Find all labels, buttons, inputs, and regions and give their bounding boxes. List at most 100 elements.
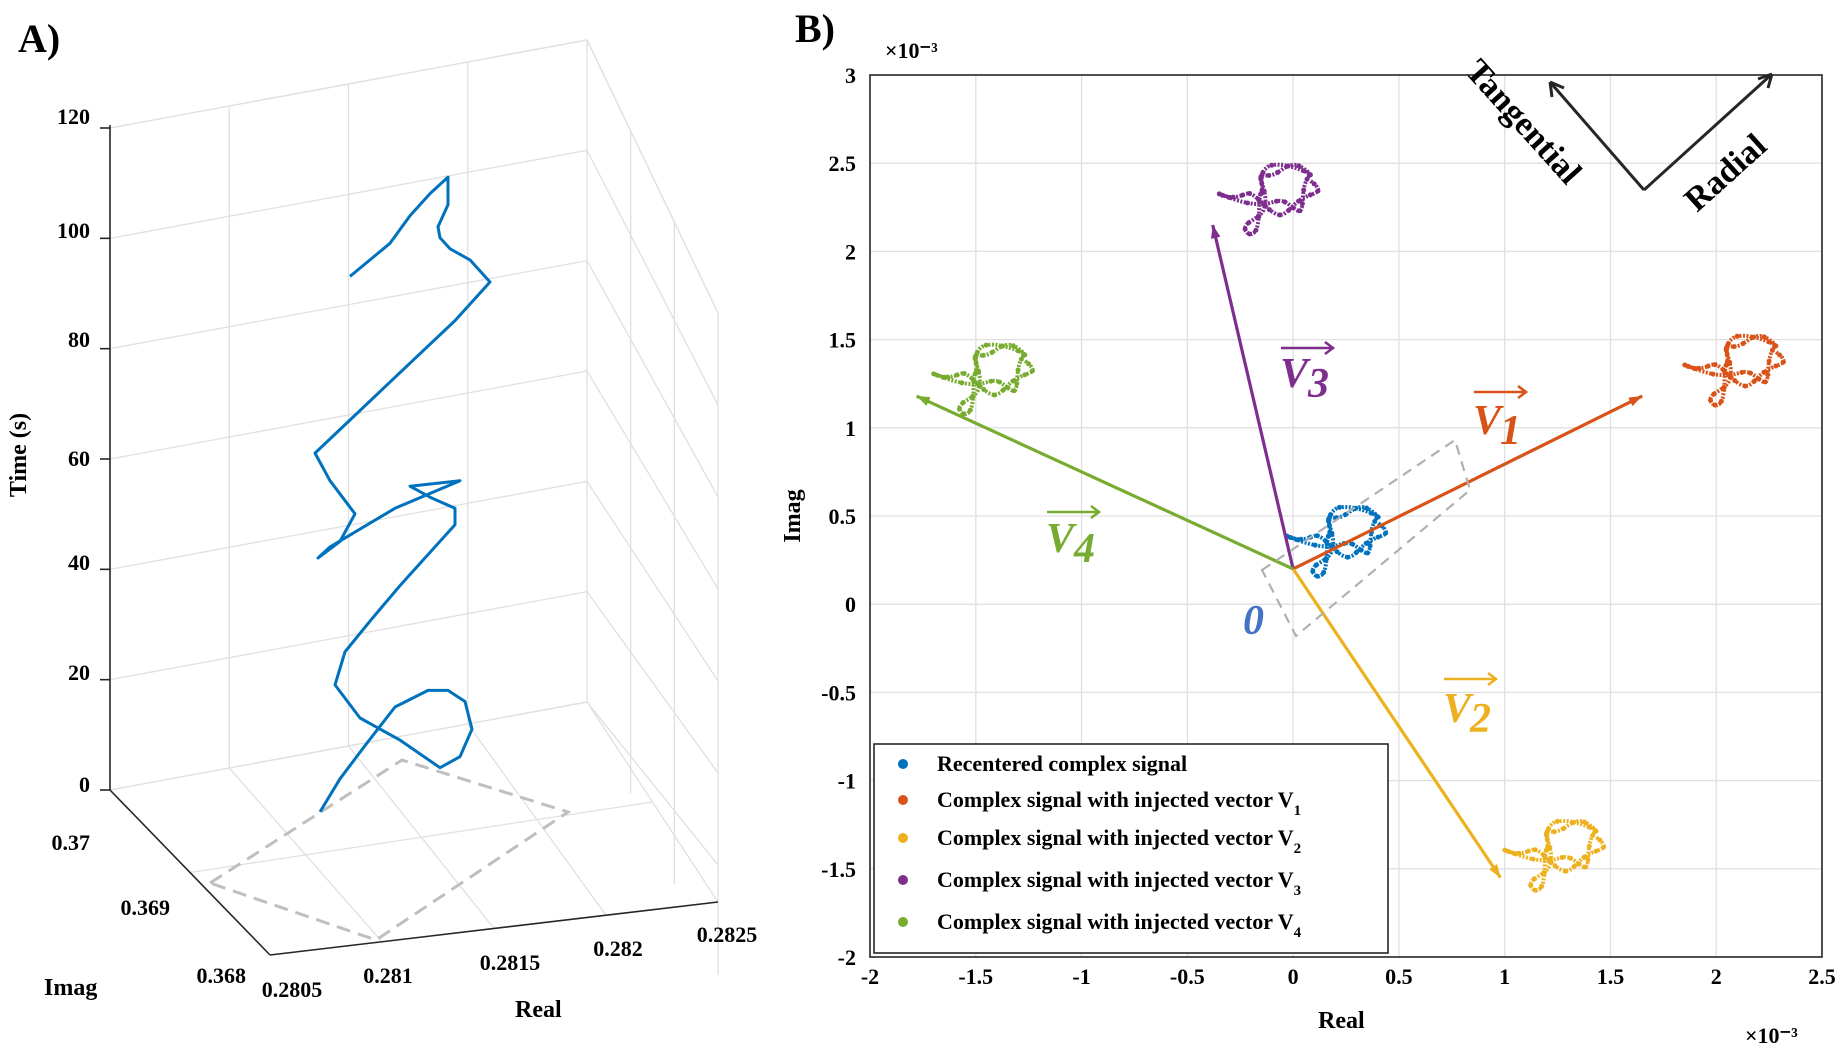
signal-point (1259, 180, 1265, 186)
signal-point (1593, 848, 1599, 854)
signal-point (1761, 369, 1767, 375)
radial-label: Radial (1678, 127, 1774, 219)
signal-point (1353, 505, 1359, 511)
grid-line (109, 590, 719, 774)
signal-point (1325, 518, 1331, 524)
vector-label-v1: V 1 (1473, 385, 1529, 454)
legend-marker (898, 917, 908, 927)
signal-point (945, 374, 951, 380)
signal-point (1582, 864, 1588, 870)
signal-point (1761, 334, 1767, 340)
z-tick: 40 (68, 550, 90, 575)
b-real-axis-label: Real (1318, 1008, 1365, 1034)
signal-point (1287, 535, 1293, 541)
real-axis-label: Real (515, 997, 562, 1023)
z-axis-label: Time (s) (6, 413, 32, 497)
signal-point (1747, 370, 1753, 376)
signal-point (1245, 200, 1251, 206)
y-tick-label: 1.5 (829, 328, 857, 353)
signal-point (1725, 341, 1731, 347)
signal-point (981, 387, 987, 393)
signal-point (1296, 198, 1302, 204)
signal-point (980, 352, 986, 358)
signal-point (970, 394, 976, 400)
imag-tick: 0.368 (197, 963, 247, 988)
x-tick-label: 1 (1499, 964, 1510, 989)
legend-marker (898, 795, 908, 805)
signal-point (1301, 187, 1307, 193)
signal-point (974, 349, 980, 355)
y-tick-label: 0 (845, 592, 856, 617)
signal-point (1304, 176, 1310, 182)
signal-point (1315, 188, 1321, 194)
legend-item: Complex signal with injected vector V1 (898, 787, 1301, 819)
vector-label-sub: 2 (1469, 696, 1491, 742)
signal-point (1300, 168, 1306, 174)
signal-point (961, 411, 967, 417)
signal-point (1374, 514, 1380, 520)
signal-point (1312, 542, 1318, 548)
imag-tick: 0.37 (52, 830, 91, 855)
x-tick-label: -0.5 (1170, 964, 1205, 989)
signal-point (1539, 883, 1545, 889)
signal-point (1559, 854, 1565, 860)
signal-point (1766, 358, 1772, 364)
vector-label-sub: 4 (1073, 526, 1095, 572)
signal-point (1512, 851, 1518, 857)
signal-point (1350, 541, 1356, 547)
signal-point (1532, 887, 1538, 893)
signal-point (1220, 192, 1226, 198)
signal-point (1528, 882, 1534, 888)
real-tick: 0.2815 (480, 950, 541, 975)
signal-point (988, 378, 994, 384)
signal-point (1551, 829, 1557, 835)
vector-label-v2: V 2 (1443, 672, 1499, 742)
signal-point (1353, 550, 1359, 556)
arrowhead-icon (1489, 864, 1501, 878)
y-tick-label: 0.5 (829, 504, 857, 529)
vector-line (915, 394, 1294, 571)
panel-a-label: A) (18, 16, 60, 61)
real-tick: 0.2805 (262, 977, 323, 1002)
signal-point (1383, 530, 1389, 536)
signal-point (1541, 852, 1547, 858)
legend-text: Complex signal with injected vector V3 (937, 867, 1301, 899)
tangential-arrow-icon (1548, 80, 1646, 191)
signal-point (1290, 205, 1296, 211)
signal-point (1544, 837, 1550, 843)
legend-marker (898, 833, 908, 843)
imag-tick: 0.369 (121, 895, 171, 920)
signal-cluster (1502, 818, 1607, 893)
signal-point (1532, 847, 1538, 853)
overarrow-icon (1047, 505, 1102, 519)
signal-point (1328, 512, 1334, 518)
vector-label-v4: V 4 (1046, 505, 1102, 572)
signal-point (1323, 538, 1329, 544)
signal-point (1282, 199, 1288, 205)
signal-point (1277, 212, 1283, 218)
signal-point (1253, 227, 1259, 233)
signal-cluster (1682, 333, 1786, 408)
vector-label-sub: 1 (1500, 408, 1521, 454)
legend-text: Recentered complex signal (937, 751, 1187, 776)
vector-label-v3: V 3 (1280, 341, 1336, 407)
grid-line (109, 480, 719, 682)
signal-point (1266, 172, 1272, 178)
signal-point (1685, 363, 1691, 369)
y-tick-label: -0.5 (821, 680, 856, 705)
signal-point (1275, 169, 1281, 175)
y-tick-label: -1.5 (821, 857, 856, 882)
signal-point (1375, 534, 1381, 540)
legend-text: Complex signal with injected vector V2 (937, 825, 1301, 857)
signal-point (1029, 368, 1035, 374)
legend-marker (898, 759, 908, 769)
signal-point (1725, 358, 1731, 364)
signal-point (1021, 351, 1027, 357)
signal-point (1273, 198, 1279, 204)
signal-point (1313, 562, 1319, 568)
signal-point (1314, 573, 1320, 579)
signal-point (973, 367, 979, 373)
signal-point (1240, 192, 1246, 198)
signal-point (989, 349, 995, 355)
